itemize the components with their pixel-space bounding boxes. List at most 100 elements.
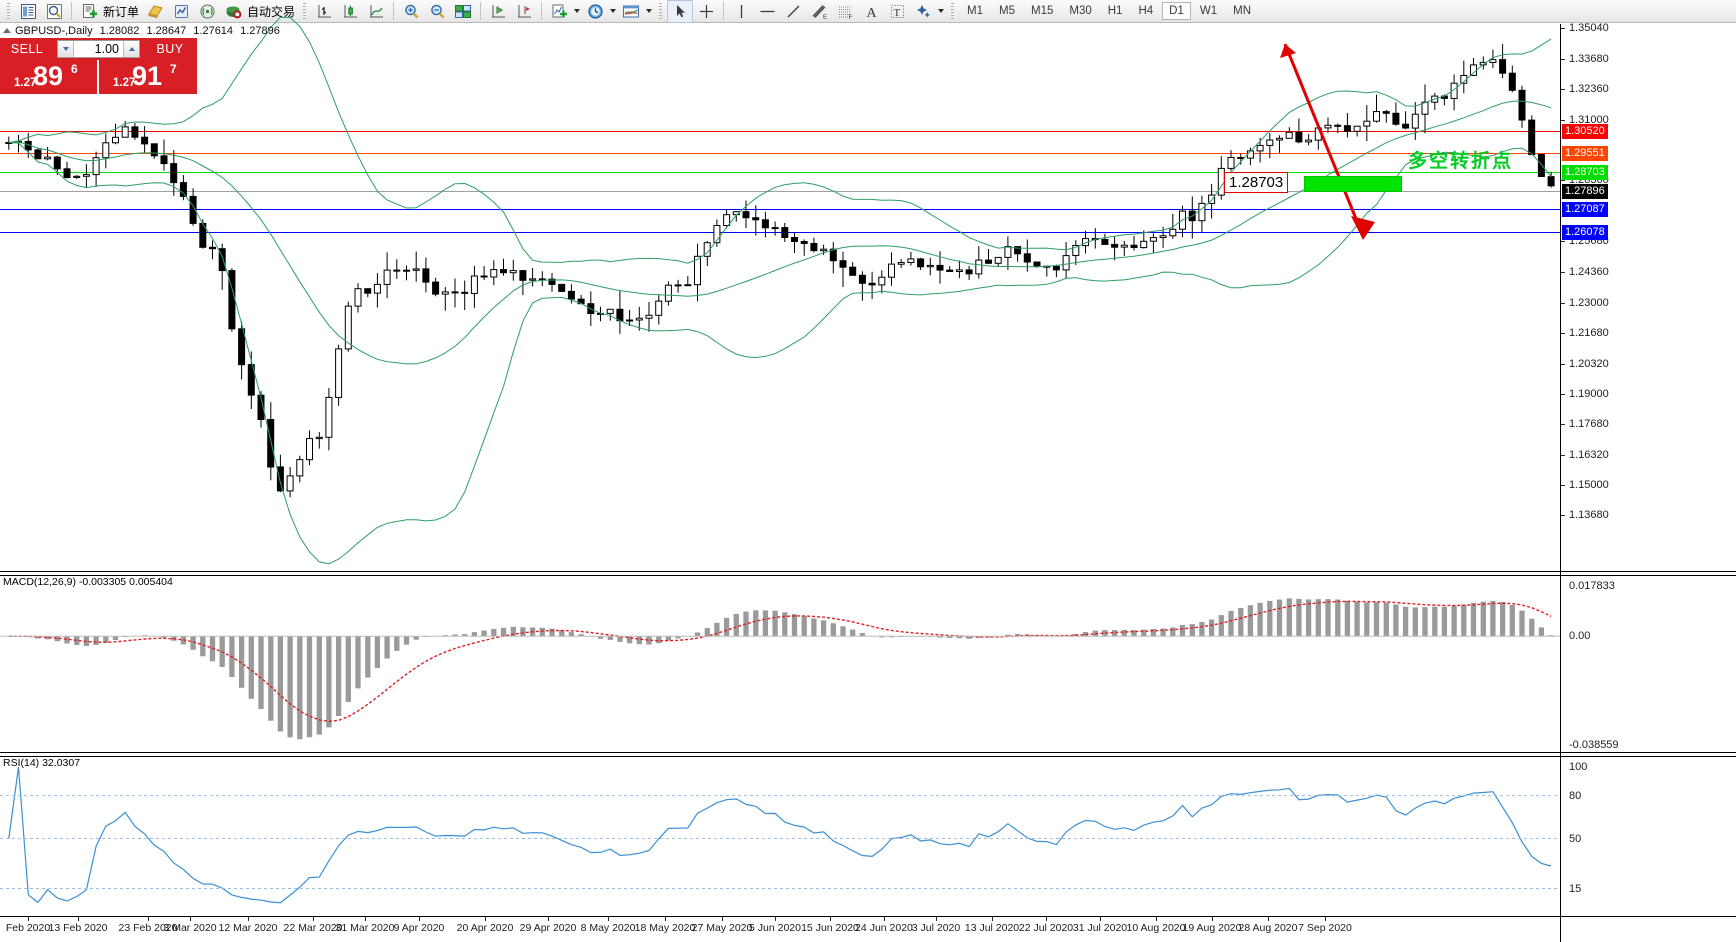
period-caret-icon[interactable] — [610, 9, 617, 13]
trendline-icon[interactable] — [780, 0, 806, 23]
time-tick-dash — [28, 917, 29, 921]
trend-arrow-annotation[interactable] — [1280, 43, 1375, 240]
crosshair-icon[interactable] — [693, 0, 719, 23]
bar-chart-icon[interactable] — [311, 0, 337, 23]
price-level-tag[interactable]: 1.30520 — [1562, 124, 1608, 139]
period-clock-icon[interactable] — [582, 0, 608, 23]
add-indicator-caret-icon[interactable] — [574, 9, 581, 13]
strategy-tester-icon[interactable] — [168, 0, 194, 23]
auto-scroll-icon[interactable] — [511, 0, 537, 23]
vertical-line-icon[interactable] — [728, 0, 754, 23]
toolbar-separator-3 — [393, 2, 395, 20]
shapes-icon[interactable] — [910, 0, 936, 23]
market-watch-icon[interactable] — [15, 0, 41, 23]
timeframe-m30[interactable]: M30 — [1069, 5, 1092, 17]
timeframe-m5[interactable]: M5 — [999, 5, 1015, 17]
time-tick-label: 22 Jul 2020 — [1018, 922, 1074, 934]
buy-button[interactable]: BUY — [143, 38, 197, 60]
buy-price-display[interactable]: 1.27 91 7 — [97, 60, 197, 94]
toolbar-grip[interactable] — [5, 2, 12, 20]
time-tick-dash — [248, 917, 249, 921]
rsi-panel-separator[interactable] — [0, 752, 1736, 757]
sell-button[interactable]: SELL — [0, 38, 54, 60]
toolbar-grip-4[interactable] — [949, 2, 957, 20]
price-level-tag[interactable]: 1.29551 — [1562, 146, 1608, 161]
price-level-line[interactable] — [0, 209, 1560, 210]
volume-increment-button[interactable] — [123, 41, 139, 57]
rsi-tick-label: 80 — [1569, 790, 1582, 802]
time-tick-dash — [548, 917, 549, 921]
price-tick-dash — [1561, 364, 1565, 365]
tile-windows-icon[interactable] — [450, 0, 476, 23]
time-tick-dash — [722, 917, 723, 921]
toolbar-grip-3[interactable] — [657, 2, 665, 20]
add-indicator-icon[interactable] — [546, 0, 572, 23]
time-tick-label: 18 May 2020 — [634, 922, 696, 934]
new-order-label: 新订单 — [103, 4, 140, 19]
equidistant-channel-icon[interactable]: E — [806, 0, 832, 23]
toolbar-grip-2[interactable] — [301, 2, 309, 20]
timeframe-w1[interactable]: W1 — [1199, 5, 1218, 17]
volume-stepper[interactable]: 1.00 — [54, 38, 143, 60]
time-tick-label: 8 May 2020 — [580, 922, 636, 934]
chart-collapse-icon[interactable] — [3, 28, 11, 33]
highlight-zone-marker[interactable] — [1304, 176, 1402, 192]
zoom-out-icon[interactable] — [424, 0, 450, 23]
one-click-trading-panel: SELL 1.00 BUY 1.27 89 6 1.27 91 7 — [0, 38, 197, 94]
time-tick-label: 20 Apr 2020 — [456, 922, 514, 934]
zoom-in-icon[interactable] — [398, 0, 424, 23]
time-tick-dash — [365, 917, 366, 921]
rsi-tick-label: 15 — [1569, 883, 1582, 895]
fibonacci-icon[interactable]: F — [832, 0, 858, 23]
price-tick-dash — [1561, 59, 1565, 60]
timeframe-mn[interactable]: MN — [1233, 5, 1251, 17]
time-tick-dash — [1156, 917, 1157, 921]
timeframe-d1[interactable]: D1 — [1162, 2, 1191, 20]
autotrading-icon[interactable] — [220, 0, 246, 23]
price-level-line[interactable] — [0, 131, 1560, 132]
buy-price-sup: 7 — [170, 62, 177, 76]
timeframe-h4[interactable]: H4 — [1138, 5, 1154, 17]
candlestick-chart-icon[interactable] — [337, 0, 363, 23]
signals-icon[interactable] — [194, 0, 220, 23]
macd-panel-separator[interactable] — [0, 571, 1736, 576]
annotation-label[interactable]: 多空转折点 — [1408, 150, 1514, 172]
shapes-caret-icon[interactable] — [938, 9, 945, 13]
templates-icon[interactable] — [618, 0, 644, 23]
data-window-icon[interactable] — [41, 0, 67, 23]
chart-shift-icon[interactable] — [485, 0, 511, 23]
timeframe-h1[interactable]: H1 — [1107, 5, 1123, 17]
price-level-tag[interactable]: 1.27087 — [1562, 202, 1608, 217]
price-level-line[interactable] — [0, 232, 1560, 233]
horizontal-line-icon[interactable] — [754, 0, 780, 23]
time-tick-dash — [775, 917, 776, 921]
templates-caret-icon[interactable] — [646, 9, 653, 13]
time-tick-label: 23 Feb 2020 — [118, 922, 178, 934]
timeframe-m1[interactable]: M1 — [967, 5, 984, 17]
time-tick-label: 31 Jul 2020 — [1072, 922, 1128, 934]
price-tick-label: 1.13680 — [1569, 509, 1609, 521]
sell-price-sup: 6 — [71, 62, 78, 76]
macd-histogram — [15, 598, 1554, 740]
price-level-line[interactable] — [0, 153, 1560, 154]
price-level-tag[interactable]: 1.28703 — [1562, 165, 1608, 180]
cursor-icon[interactable] — [667, 0, 694, 23]
volume-input[interactable]: 1.00 — [94, 42, 119, 56]
price-level-line[interactable] — [0, 172, 1560, 173]
macd-indicator-label: MACD(12,26,9) -0.003305 0.005404 — [3, 576, 173, 588]
text-label-icon[interactable]: T — [884, 0, 910, 23]
price-level-tag[interactable]: 1.26078 — [1562, 225, 1608, 240]
text-icon[interactable]: A — [858, 0, 884, 23]
volume-decrement-button[interactable] — [58, 41, 74, 57]
buy-price-big: 91 — [132, 61, 163, 91]
price-callout-box[interactable]: 1.28703 — [1224, 172, 1289, 193]
price-tick-dash — [1561, 485, 1565, 486]
timeframe-m15[interactable]: M15 — [1031, 5, 1054, 17]
line-chart-icon[interactable] — [363, 0, 389, 23]
sell-price-display[interactable]: 1.27 89 6 — [0, 60, 97, 94]
metaeditor-icon[interactable] — [142, 0, 168, 23]
new-order-icon[interactable] — [76, 0, 102, 23]
ohlc-close: 1.27896 — [240, 24, 280, 37]
price-level-tag[interactable]: 1.27896 — [1562, 184, 1608, 199]
